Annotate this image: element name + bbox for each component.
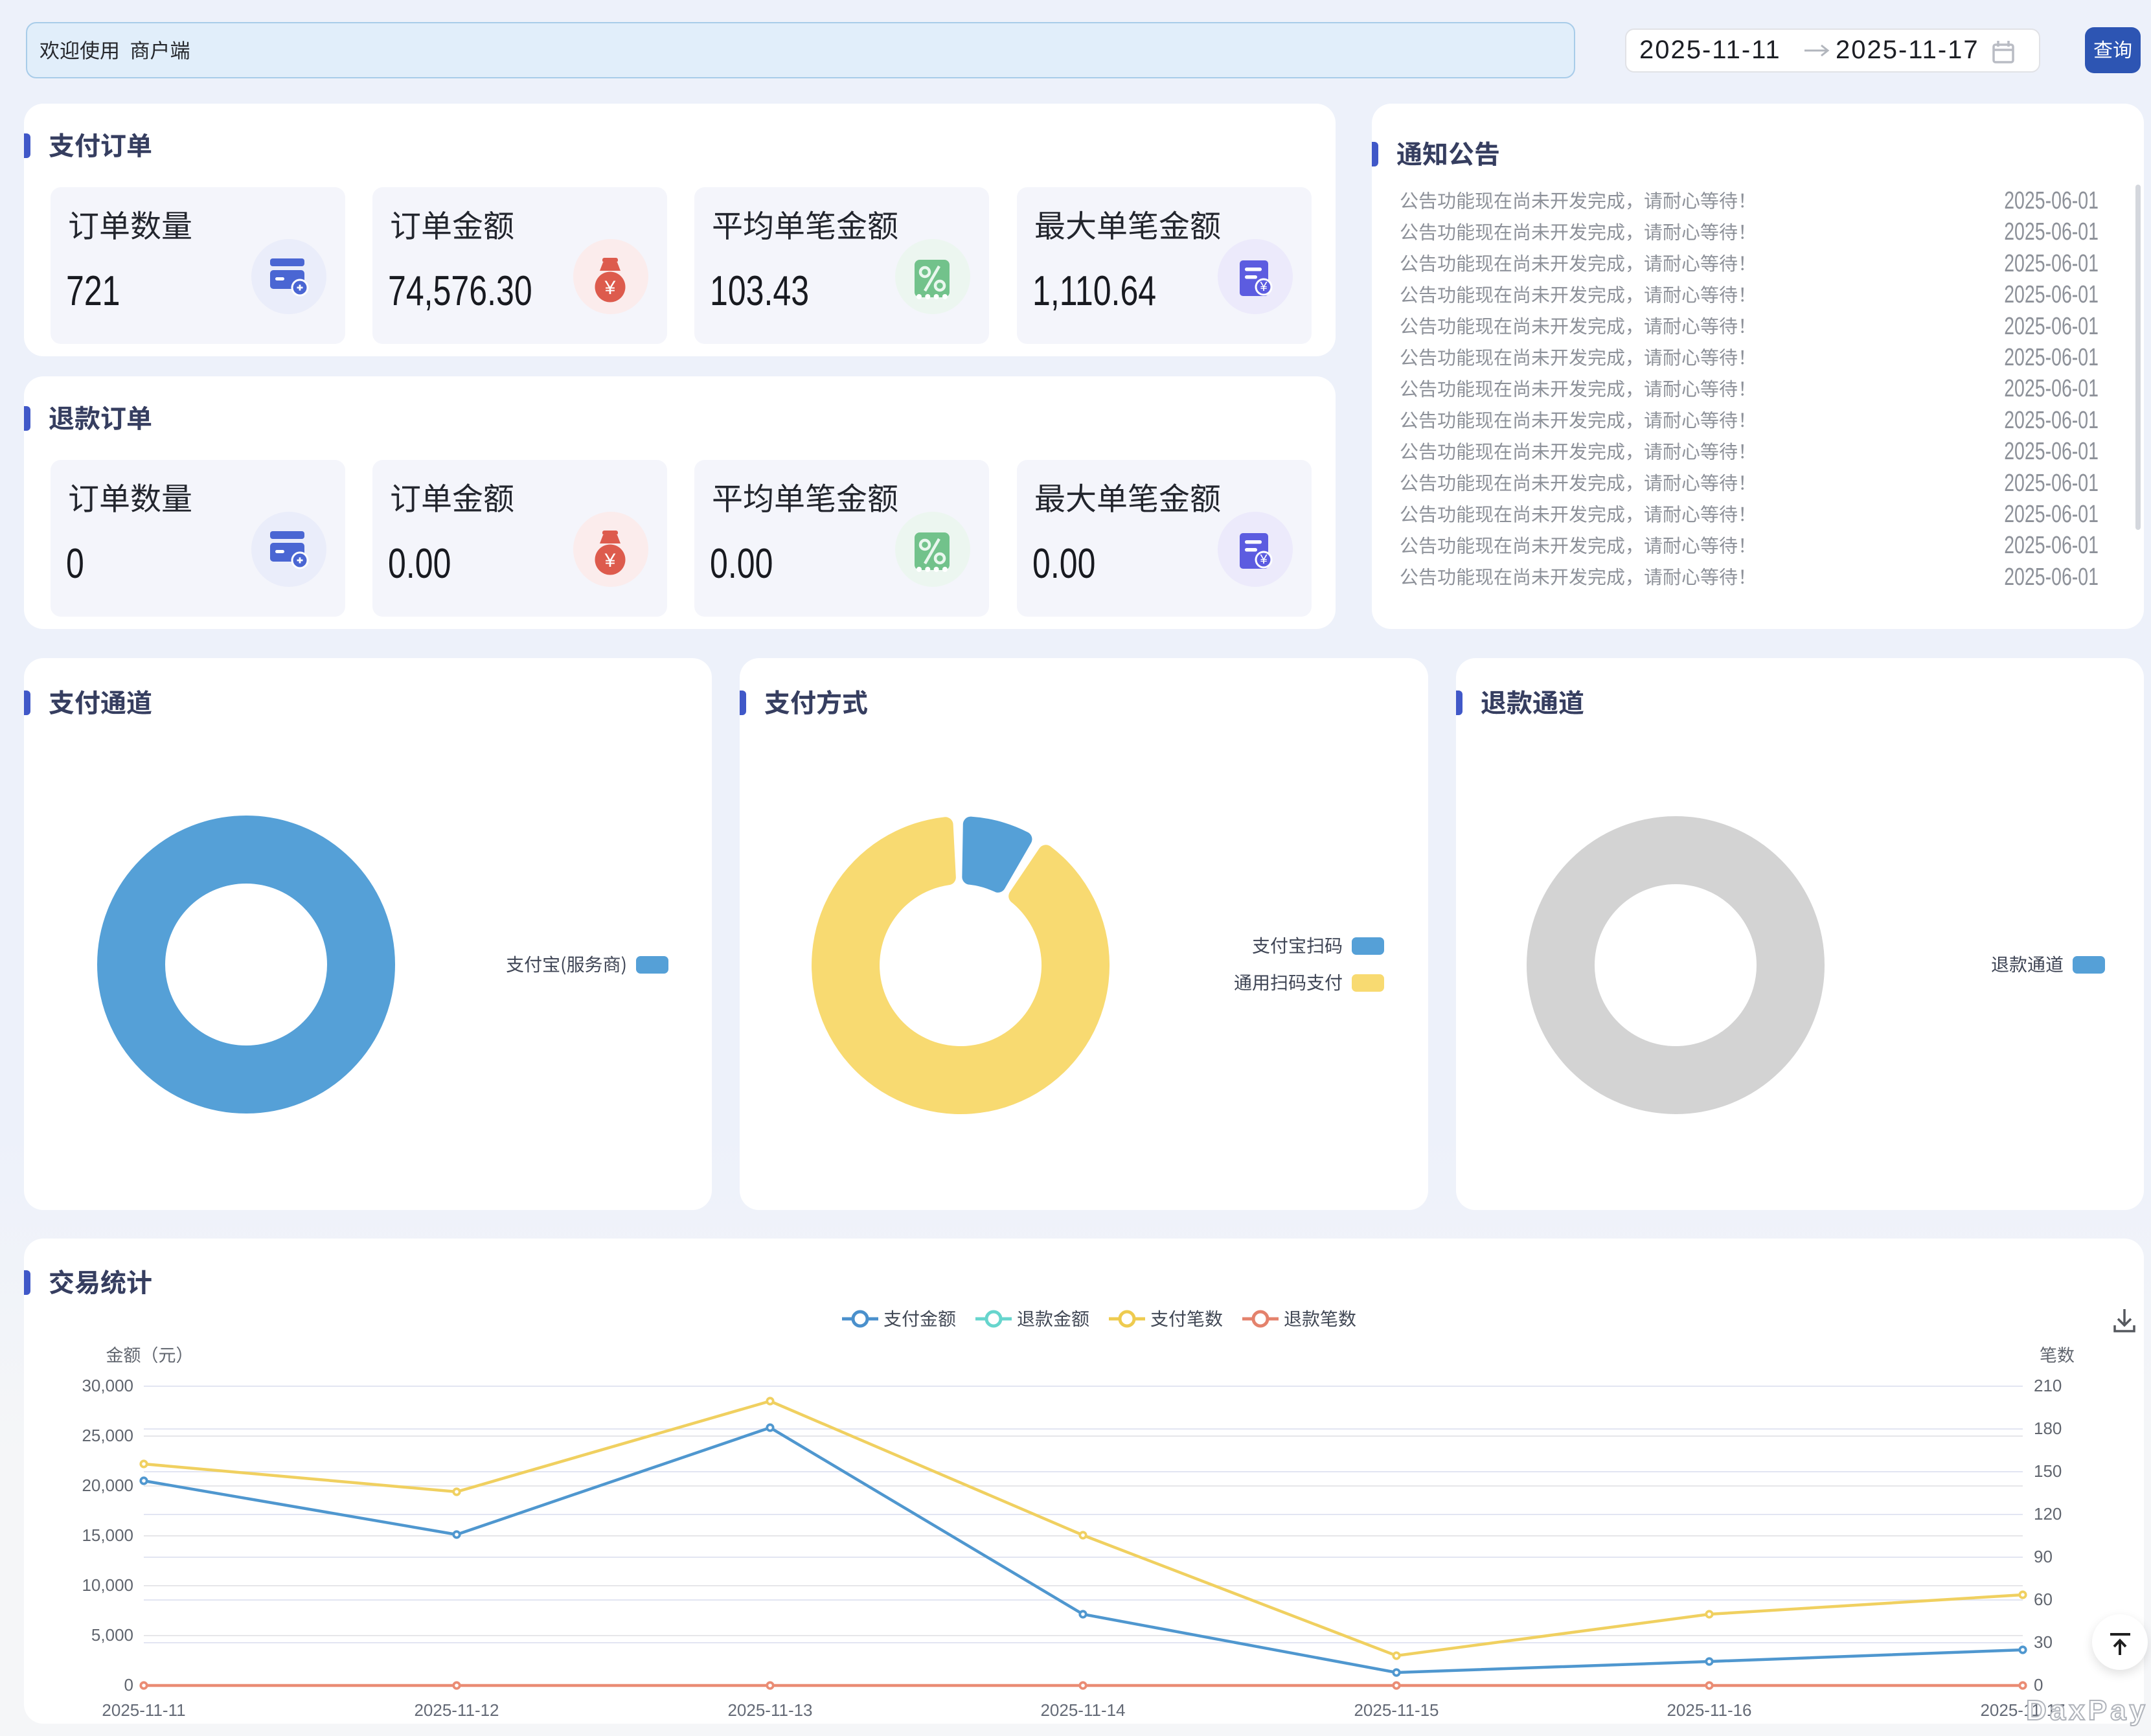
svg-text:¥: ¥ [1259, 280, 1268, 294]
svg-text:¥: ¥ [604, 277, 616, 299]
svg-text:¥: ¥ [1259, 553, 1268, 567]
svg-text:¥: ¥ [604, 550, 616, 571]
